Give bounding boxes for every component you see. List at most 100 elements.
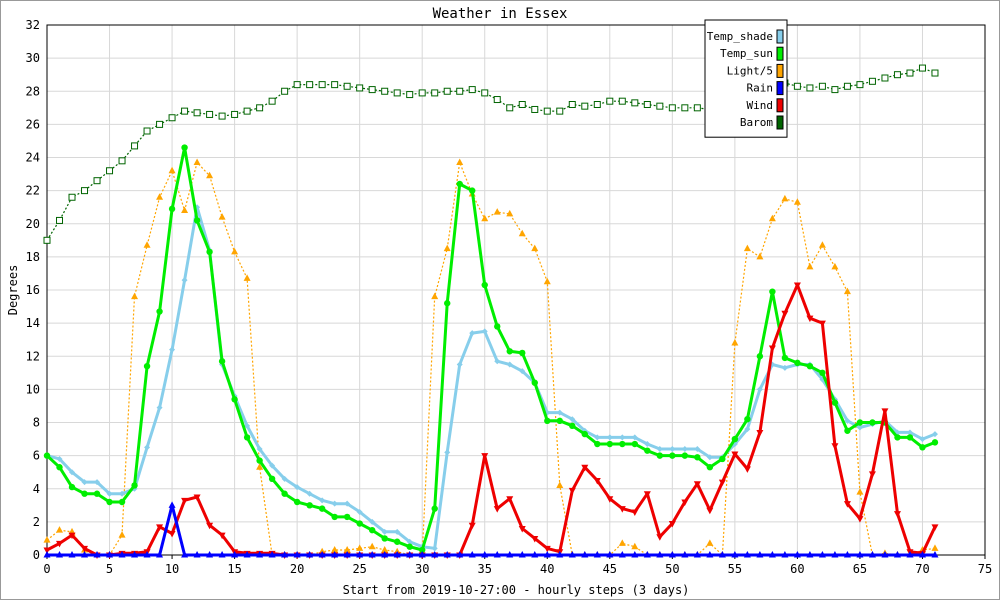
- data-point-wind: [168, 530, 176, 538]
- data-point-wind: [543, 545, 551, 553]
- data-point-light-5: [618, 539, 626, 546]
- data-point-barom: [556, 107, 564, 115]
- y-tick-label: 6: [33, 449, 40, 463]
- data-point-temp-sun: [293, 498, 301, 506]
- data-point-light-5: [481, 214, 489, 222]
- x-tick-label: 5: [106, 562, 113, 576]
- data-point-temp-shade: [744, 426, 751, 433]
- data-point-rain: [356, 551, 364, 558]
- data-point-temp-shade: [369, 518, 376, 525]
- legend-swatch: [776, 29, 784, 44]
- data-point-light-5: [831, 262, 839, 270]
- data-point-temp-shade: [244, 422, 251, 429]
- data-point-rain: [793, 551, 801, 558]
- plot-area: [43, 64, 939, 559]
- data-point-temp-sun: [731, 435, 739, 443]
- legend-swatch: [776, 63, 784, 78]
- data-point-wind: [206, 522, 214, 530]
- data-point-rain: [893, 551, 901, 558]
- y-tick-label: 24: [26, 151, 40, 165]
- data-point-barom: [868, 77, 876, 85]
- data-point-rain: [756, 551, 764, 558]
- legend: Temp_shade Temp_sun Light/5 Rain Wind Barom: [704, 19, 788, 138]
- data-point-light-5: [156, 193, 164, 200]
- data-point-temp-sun: [444, 300, 451, 307]
- data-point-rain: [268, 551, 276, 558]
- data-point-rain: [181, 551, 189, 558]
- data-point-temp-sun: [644, 447, 651, 454]
- x-tick-label: 70: [915, 562, 929, 576]
- data-point-rain: [493, 551, 501, 558]
- data-point-rain: [393, 551, 401, 558]
- data-point-light-5: [768, 214, 776, 222]
- data-point-temp-sun: [181, 144, 188, 151]
- data-point-temp-sun: [706, 464, 714, 471]
- data-point-light-5: [381, 546, 389, 553]
- data-point-rain: [781, 551, 789, 558]
- data-point-rain: [43, 551, 51, 558]
- data-point-rain: [118, 551, 126, 558]
- data-point-temp-sun: [343, 513, 351, 521]
- data-point-light-5: [531, 244, 539, 252]
- data-point-wind: [643, 491, 651, 498]
- data-point-barom: [231, 110, 239, 118]
- data-point-barom: [56, 216, 64, 224]
- data-point-rain: [468, 551, 476, 558]
- data-point-light-5: [343, 546, 351, 553]
- legend-swatch: [776, 115, 784, 130]
- data-point-temp-shade: [181, 277, 188, 284]
- data-point-temp-shade: [706, 454, 713, 461]
- data-point-wind: [606, 496, 614, 503]
- data-point-temp-shade: [156, 404, 163, 411]
- data-point-temp-shade: [444, 449, 451, 456]
- y-axis-label: Degrees: [6, 265, 20, 316]
- data-point-temp-shade: [269, 462, 276, 469]
- x-tick-labels: 0 5 10 15 20 25 30 35 40 45 50 55 60 65 70 75: [43, 555, 992, 576]
- data-point-temp-sun: [143, 362, 151, 370]
- data-point-temp-sun: [81, 490, 88, 497]
- data-point-barom: [456, 87, 464, 95]
- data-point-barom: [843, 82, 851, 90]
- data-point-rain: [856, 551, 864, 558]
- data-point-temp-sun: [519, 349, 526, 357]
- data-point-temp-shade: [694, 446, 701, 452]
- data-point-temp-shade: [906, 429, 913, 436]
- data-point-light-5: [781, 194, 789, 202]
- data-point-light-5: [506, 209, 514, 217]
- data-point-temp-shade: [756, 386, 763, 393]
- data-point-temp-shade: [606, 434, 613, 441]
- data-point-barom: [468, 86, 476, 94]
- x-tick-label: 65: [853, 562, 867, 576]
- data-point-light-5: [743, 244, 751, 252]
- data-point-barom: [668, 104, 676, 112]
- data-point-light-5: [543, 277, 551, 285]
- data-point-temp-sun: [919, 444, 926, 451]
- legend-swatch: [776, 81, 784, 96]
- data-point-light-5: [518, 229, 526, 237]
- data-point-barom: [168, 114, 176, 122]
- x-tick-label: 60: [790, 562, 804, 576]
- data-point-temp-shade: [106, 490, 113, 497]
- data-point-temp-shade: [56, 455, 63, 462]
- data-point-barom: [181, 107, 189, 115]
- data-point-temp-shade: [594, 434, 601, 441]
- data-point-rain: [581, 551, 589, 558]
- data-point-light-5: [443, 244, 451, 252]
- data-point-barom: [506, 104, 514, 112]
- data-point-rain: [218, 551, 226, 558]
- data-point-temp-sun: [781, 354, 789, 362]
- data-point-rain: [743, 551, 751, 558]
- data-point-rain: [281, 551, 289, 558]
- x-tick-label: 25: [352, 562, 366, 576]
- data-point-wind: [156, 524, 164, 531]
- data-point-temp-sun: [193, 217, 201, 224]
- data-point-rain: [443, 551, 451, 558]
- data-point-temp-shade: [656, 446, 663, 452]
- data-point-rain: [931, 551, 939, 558]
- data-point-rain: [556, 551, 564, 558]
- data-point-barom: [318, 81, 326, 89]
- data-point-barom: [681, 104, 689, 112]
- data-point-rain: [106, 551, 114, 558]
